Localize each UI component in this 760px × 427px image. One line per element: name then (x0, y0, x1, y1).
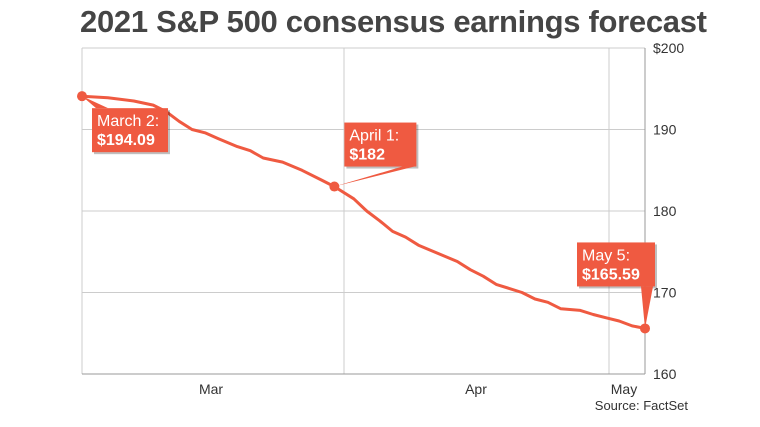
y-tick-label: $200 (653, 40, 684, 56)
x-tick-label: Mar (199, 381, 223, 397)
callout-pointer (82, 96, 108, 109)
callout-box (577, 242, 655, 287)
callout-label: May 5: (582, 247, 630, 264)
grid (81, 47, 645, 375)
callout-pointer (334, 166, 415, 187)
y-tick-label: 170 (653, 285, 677, 301)
source-note: Source: FactSet (594, 398, 688, 413)
x-tick-label: May (611, 381, 637, 397)
callout: May 5: $165.59 (577, 242, 657, 329)
callout-box (92, 108, 168, 153)
callout-value: $182 (349, 147, 385, 164)
callout-box (344, 122, 417, 167)
y-tick-label: 160 (653, 366, 677, 382)
callout-label: April 1: (349, 128, 399, 145)
tick-labels: $200 190 180 170 160 Mar Apr May (199, 40, 684, 397)
x-tick-label: Apr (465, 381, 487, 397)
callout-value: $194.09 (97, 132, 155, 149)
callout: March 2: $194.09 (82, 96, 170, 155)
y-tick-label: 190 (653, 122, 677, 138)
y-tick-label: 180 (653, 203, 677, 219)
callout: April 1: $182 (334, 122, 419, 187)
callouts: March 2: $194.09 April 1: $182 May 5: $165.59 (82, 96, 657, 329)
series-line (81, 94, 646, 330)
chart-title: 2021 S&P 500 consensus earnings forecast (80, 4, 707, 39)
callout-pointer (641, 286, 653, 329)
callout-label: March 2: (97, 113, 159, 130)
callout-value: $165.59 (582, 266, 640, 283)
